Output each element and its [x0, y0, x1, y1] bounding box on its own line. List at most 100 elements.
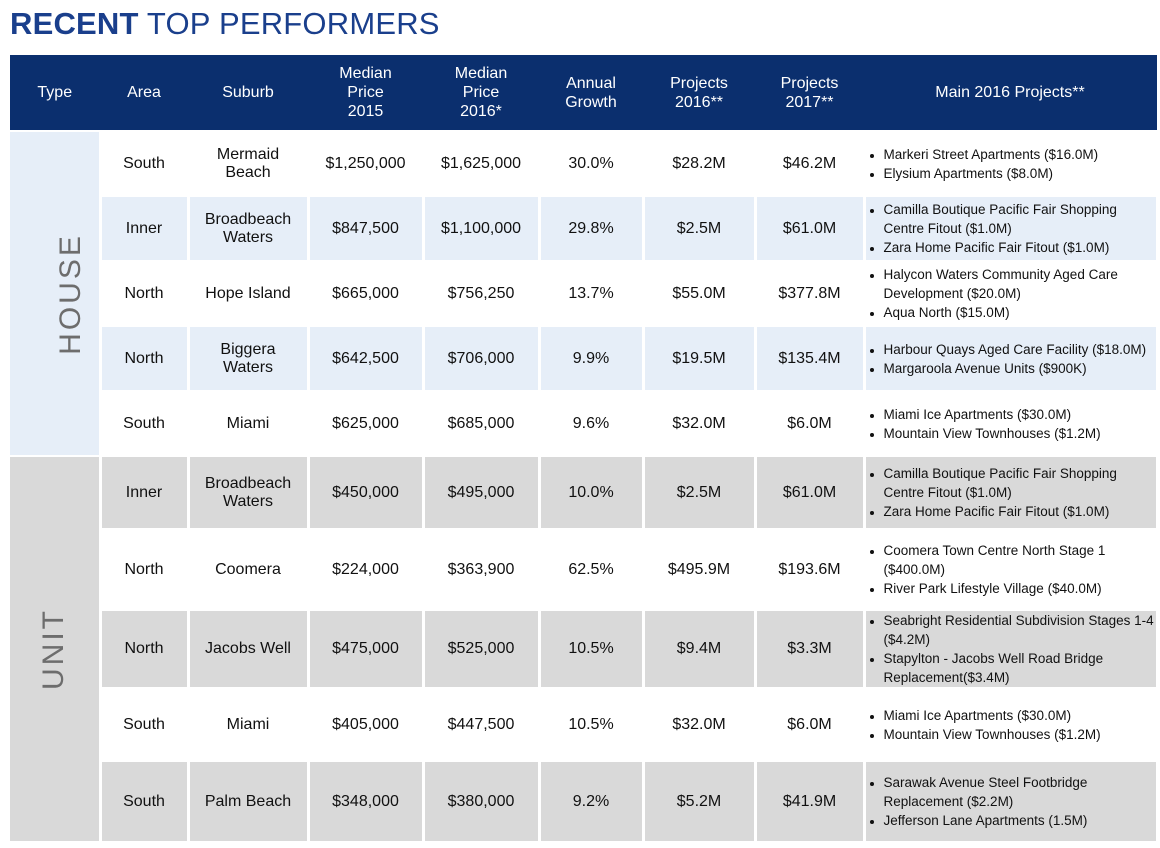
annual-growth-cell: 9.2%: [537, 760, 643, 841]
annual-growth-cell: 10.5%: [537, 687, 643, 761]
projects-2017-cell: $377.8M: [753, 260, 864, 326]
table-row: North Jacobs Well $475,000 $525,000 10.5% $9.…: [10, 609, 1157, 688]
table-row: South Miami $405,000 $447,500 10.5% $32.0M $6.…: [10, 687, 1157, 761]
project-item: Stapylton - Jacobs Well Road Bridge Repl…: [884, 649, 1157, 687]
project-item: Seabright Residential Subdivision Stages…: [884, 611, 1157, 649]
main-projects-cell: Coomera Town Centre North Stage 1 ($400.…: [862, 528, 1157, 610]
projects-2017-cell: $61.0M: [753, 455, 864, 529]
annual-growth-cell: 10.5%: [537, 609, 643, 688]
projects-2016-cell: $495.9M: [641, 528, 755, 610]
main-projects-cell: Miami Ice Apartments ($30.0M)Mountain Vi…: [862, 390, 1157, 456]
table-row: Inner Broadbeach Waters $847,500 $1,100,000 2…: [10, 195, 1157, 261]
projects-2017-cell: $135.4M: [753, 325, 864, 391]
projects-2016-cell: $2.5M: [641, 455, 755, 529]
header-type: Type: [10, 55, 101, 131]
main-projects-cell: Markeri Street Apartments ($16.0M)Elysiu…: [862, 130, 1157, 196]
project-item: Sarawak Avenue Steel Footbridge Replacem…: [884, 773, 1157, 811]
projects-2017-cell: $61.0M: [753, 195, 864, 261]
median-2016-cell: $495,000: [421, 455, 539, 529]
annual-growth-cell: 62.5%: [537, 528, 643, 610]
median-2015-cell: $475,000: [306, 609, 423, 688]
median-2015-cell: $450,000: [306, 455, 423, 529]
annual-growth-cell: 10.0%: [537, 455, 643, 529]
median-2016-cell: $363,900: [421, 528, 539, 610]
median-2015-cell: $847,500: [306, 195, 423, 261]
median-2015-cell: $625,000: [306, 390, 423, 456]
project-item: Aqua North ($15.0M): [884, 303, 1157, 322]
projects-2017-cell: $6.0M: [753, 390, 864, 456]
projects-2016-cell: $5.2M: [641, 760, 755, 841]
median-2015-cell: $224,000: [306, 528, 423, 610]
median-2016-cell: $525,000: [421, 609, 539, 688]
area-cell: Inner: [98, 455, 188, 529]
area-cell: North: [98, 609, 188, 688]
header-projects-2017: Projects 2017**: [755, 55, 865, 131]
header-row: Type Area Suburb Median Price 2015 Median P…: [10, 55, 1157, 131]
project-item: Zara Home Pacific Fair Fitout ($1.0M): [884, 502, 1157, 521]
main-projects-cell: Sarawak Avenue Steel Footbridge Replacem…: [862, 760, 1157, 841]
header-projects-2016: Projects 2016**: [643, 55, 756, 131]
area-cell: South: [98, 130, 188, 196]
project-item: Harbour Quays Aged Care Facility ($18.0M…: [884, 340, 1157, 359]
project-item: Jefferson Lane Apartments (1.5M): [884, 811, 1157, 830]
header-median-2016: Median Price 2016*: [423, 55, 540, 131]
area-cell: South: [98, 687, 188, 761]
project-item: Elysium Apartments ($8.0M): [884, 164, 1157, 183]
table-row: UNIT Inner Broadbeach Waters $450,000 $495,00…: [10, 455, 1157, 841]
project-item: Mountain View Townhouses ($1.2M): [884, 725, 1157, 744]
annual-growth-cell: 9.6%: [537, 390, 643, 456]
area-cell: Inner: [98, 195, 188, 261]
top-performers-table: Type Area Suburb Median Price 2015 Median P…: [10, 55, 1157, 841]
area-cell: South: [98, 390, 188, 456]
project-item: Camilla Boutique Pacific Fair Shopping C…: [884, 200, 1157, 238]
page-title: RECENT TOP PERFORMERS: [10, 4, 440, 44]
project-item: Miami Ice Apartments ($30.0M): [884, 405, 1157, 424]
area-cell: North: [98, 260, 188, 326]
table-row: South Miami $625,000 $685,000 9.6% $32.0M $6.0…: [10, 390, 1157, 456]
title-rest: TOP PERFORMERS: [146, 6, 440, 41]
projects-2016-cell: $28.2M: [641, 130, 755, 196]
header-median-2015: Median Price 2015: [308, 55, 424, 131]
projects-2017-cell: $6.0M: [753, 687, 864, 761]
area-cell: South: [98, 760, 188, 841]
projects-2016-cell: $32.0M: [641, 390, 755, 456]
table-row: HOUSE South Mermaid Beach $1,250,000 $1,625,0…: [10, 130, 1157, 456]
median-2016-cell: $1,100,000: [421, 195, 539, 261]
project-item: Markeri Street Apartments ($16.0M): [884, 145, 1157, 164]
median-2015-cell: $1,250,000: [306, 130, 423, 196]
median-2016-cell: $1,625,000: [421, 130, 539, 196]
project-item: Zara Home Pacific Fair Fitout ($1.0M): [884, 238, 1157, 257]
median-2015-cell: $642,500: [306, 325, 423, 391]
table-row: North Hope Island $665,000 $756,250 13.7% $55…: [10, 260, 1157, 326]
median-2016-cell: $380,000: [421, 760, 539, 841]
type-label-unit: UNIT: [10, 455, 100, 841]
main-projects-cell: Seabright Residential Subdivision Stages…: [862, 609, 1157, 688]
table-row: North Biggera Waters $642,500 $706,000 9.9% $1…: [10, 325, 1157, 391]
projects-2016-cell: $9.4M: [641, 609, 755, 688]
suburb-cell: Miami: [186, 687, 308, 761]
area-cell: North: [98, 528, 188, 610]
table-row: North Coomera $224,000 $363,900 62.5% $495.9M…: [10, 528, 1157, 610]
suburb-cell: Coomera: [186, 528, 308, 610]
project-item: Coomera Town Centre North Stage 1 ($400.…: [884, 541, 1157, 579]
median-2015-cell: $348,000: [306, 760, 423, 841]
projects-2017-cell: $3.3M: [753, 609, 864, 688]
projects-2016-cell: $55.0M: [641, 260, 755, 326]
project-item: River Park Lifestyle Village ($40.0M): [884, 579, 1157, 598]
annual-growth-cell: 30.0%: [537, 130, 643, 196]
suburb-cell: Palm Beach: [186, 760, 308, 841]
suburb-cell: Hope Island: [186, 260, 308, 326]
header-annual-growth: Annual Growth: [539, 55, 644, 131]
title-bold: RECENT: [10, 6, 139, 41]
median-2016-cell: $756,250: [421, 260, 539, 326]
main-projects-cell: Harbour Quays Aged Care Facility ($18.0M…: [862, 325, 1157, 391]
projects-2016-cell: $32.0M: [641, 687, 755, 761]
header-suburb: Suburb: [188, 55, 309, 131]
project-item: Camilla Boutique Pacific Fair Shopping C…: [884, 464, 1157, 502]
main-projects-cell: Camilla Boutique Pacific Fair Shopping C…: [862, 455, 1157, 529]
annual-growth-cell: 9.9%: [537, 325, 643, 391]
annual-growth-cell: 13.7%: [537, 260, 643, 326]
projects-2017-cell: $41.9M: [753, 760, 864, 841]
median-2015-cell: $665,000: [306, 260, 423, 326]
header-main-projects: Main 2016 Projects**: [864, 55, 1157, 131]
